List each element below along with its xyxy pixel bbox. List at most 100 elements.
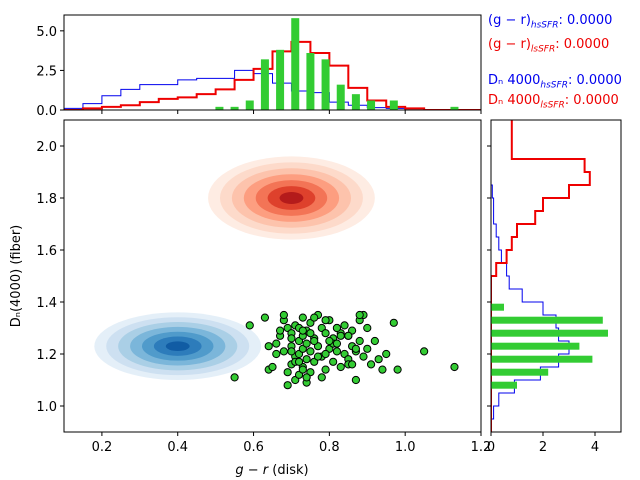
x-axis-label-main: g − r (235, 463, 269, 478)
scatter-point (329, 357, 338, 366)
scatter-point (351, 375, 360, 385)
scatter-point (298, 313, 307, 322)
right-hist-step-lsSFR (491, 120, 591, 432)
main-x-tick-label: 0.2 (92, 440, 113, 455)
scatter-point (450, 362, 459, 372)
scatter-point (355, 336, 364, 346)
scatter-point (389, 318, 398, 327)
scatter-point (374, 355, 383, 364)
right-x-tick-label: 4 (591, 440, 599, 455)
top-y-tick-label: 5.0 (36, 25, 57, 40)
gr-hssfr-value: : 0.0000 (558, 13, 613, 28)
scatter-point (275, 326, 285, 335)
y-axis-label: Dₙ(4000) (fiber) (9, 225, 24, 327)
main-y-tick-label: 1.6 (36, 244, 57, 259)
scatter-point (344, 331, 353, 340)
top-axes-frame (63, 14, 482, 111)
main-y-tick-label: 1.2 (36, 348, 57, 363)
top-y-tick-label: 0.0 (36, 104, 57, 119)
top-hist-bar (351, 94, 360, 110)
scatter-point (302, 373, 311, 382)
scatter-point (260, 313, 270, 322)
top-hist-bar (450, 106, 459, 110)
density-contours (94, 156, 375, 381)
top-y-tick-label: 2.5 (36, 64, 57, 79)
scatter-point (348, 360, 357, 369)
dn-lssfr-sub: lsSFR (540, 100, 565, 111)
dn-lssfr-base: Dₙ 4000 (488, 93, 541, 108)
scatter-point (363, 323, 372, 333)
scatter-point (279, 347, 288, 356)
scatter-point (306, 329, 315, 338)
right-hist-bar (491, 342, 580, 350)
main-y-tick-label: 1.4 (36, 296, 57, 311)
gr-lssfr-sub: lsSFR (530, 44, 556, 55)
scatter-point (310, 336, 319, 346)
scatter-point (313, 352, 323, 361)
right-hist-bar (491, 303, 504, 311)
main-y-tick-label: 1.0 (36, 400, 57, 415)
top-hist-step-hsSFR (64, 69, 481, 110)
scatter-point (279, 310, 288, 320)
scatter-point (283, 381, 292, 390)
scatter-point (306, 347, 315, 356)
dn-hssfr-value: : 0.0000 (567, 73, 622, 88)
scatter-point (302, 339, 311, 348)
scatter-point (294, 357, 304, 366)
right-histogram (491, 120, 608, 432)
scatter-point (302, 355, 311, 364)
top-hist-bar (245, 100, 254, 110)
top-hist-bar (306, 53, 315, 110)
scatter-point (355, 310, 364, 320)
scatter-point (298, 365, 307, 374)
right-hist-step-hsSFR (491, 120, 570, 432)
scatter-point (332, 339, 342, 348)
right-hist-bar (491, 329, 608, 337)
top-hist-bar (215, 106, 224, 110)
scatter-point (321, 365, 330, 374)
dn-hssfr-annotation: Dₙ 4000hsSFR: 0.0000 (488, 73, 622, 91)
scatter-point (287, 334, 296, 343)
scatter-point (351, 344, 360, 353)
axes-frames (63, 14, 622, 433)
scatter-point (393, 365, 402, 374)
scatter-point (230, 373, 239, 382)
x-axis-label-suffix: (disk) (268, 463, 308, 478)
right-hist-bar (491, 316, 603, 324)
top-hist-bar (367, 100, 376, 110)
scatter-point (317, 373, 326, 382)
scatter-point (363, 344, 372, 353)
main-x-tick-label: 0.8 (319, 440, 340, 455)
main-y-tick-label: 2.0 (36, 140, 57, 155)
scatter-point (298, 326, 307, 335)
right-hist-bar (491, 381, 517, 389)
main-x-tick-label: 1.2 (471, 440, 492, 455)
scatter-point (336, 362, 345, 372)
gr-lssfr-annotation: (g − r)lsSFR: 0.0000 (488, 37, 609, 55)
scatter-point (332, 347, 342, 356)
contour-lsSFR-level-6 (279, 192, 304, 204)
scatter-point (321, 329, 330, 338)
top-hist-bar (276, 49, 285, 110)
scatter-point (283, 368, 292, 377)
gr-lssfr-value: : 0.0000 (555, 37, 610, 52)
gr-hssfr-sub: hsSFR (530, 20, 559, 31)
scatter-point (245, 321, 254, 330)
dn-lssfr-value: : 0.0000 (564, 93, 619, 108)
scatter-point (378, 365, 387, 374)
scatter-point (310, 313, 319, 322)
top-hist-bar (260, 59, 269, 110)
scatter-point (325, 336, 334, 346)
main-x-tick-label: 1.0 (395, 440, 416, 455)
scatter-point (336, 331, 345, 340)
scatter-point (272, 339, 281, 348)
scatter-point (272, 349, 281, 359)
dn-lssfr-annotation: Dₙ 4000lsSFR: 0.0000 (488, 93, 619, 111)
scatter-point (287, 347, 296, 356)
right-x-tick-label: 0 (487, 440, 495, 455)
top-hist-bar (230, 106, 239, 110)
gr-lssfr-base: (g − r) (488, 37, 531, 52)
scatter-point (321, 316, 330, 325)
scatter-point (321, 349, 330, 359)
